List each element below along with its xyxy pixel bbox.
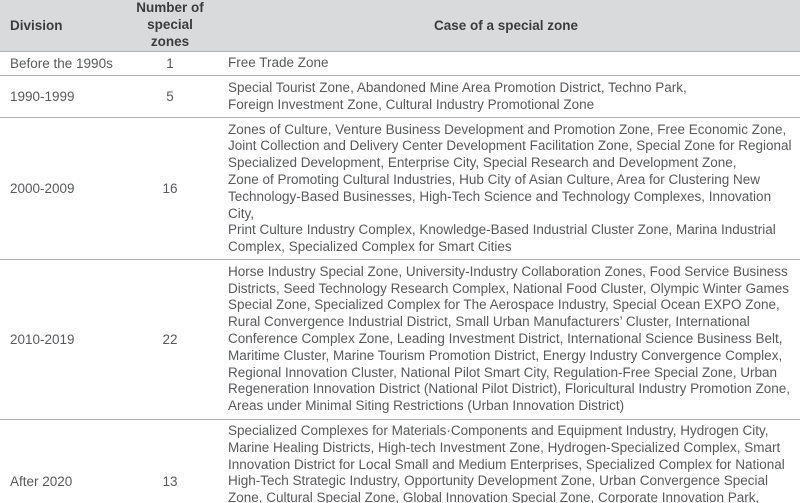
table-header: Division Number of special zones Case of… (0, 0, 800, 52)
table-row: 1990-1999 5 Special Tourist Zone, Abando… (0, 75, 800, 118)
division-cell: 2000-2009 (0, 117, 128, 260)
division-cell: Before the 1990s (0, 50, 128, 76)
column-header-division: Division (0, 0, 128, 52)
count-cell: 22 (128, 259, 212, 420)
cases-cell: Special Tourist Zone, Abandoned Mine Are… (212, 75, 800, 118)
cases-cell: Specialized Complexes for Materials·Comp… (212, 418, 800, 503)
count-cell: 16 (128, 117, 212, 260)
column-header-case-of-a-special-zone: Case of a special zone (212, 0, 800, 52)
division-cell: After 2020 (0, 418, 128, 503)
count-cell: 5 (128, 75, 212, 118)
cases-cell: Free Trade Zone (212, 50, 800, 76)
count-cell: 13 (128, 418, 212, 503)
header-row: Division Number of special zones Case of… (0, 0, 800, 52)
table-row: Before the 1990s 1 Free Trade Zone (0, 50, 800, 76)
table-row: 2000-2009 16 Zones of Culture, Venture B… (0, 117, 800, 260)
division-cell: 1990-1999 (0, 75, 128, 118)
cases-cell: Horse Industry Special Zone, University-… (212, 259, 800, 420)
division-cell: 2010-2019 (0, 259, 128, 420)
column-header-number-of-special-zones: Number of special zones (128, 0, 212, 52)
table-row: 2010-2019 22 Horse Industry Special Zone… (0, 259, 800, 420)
table-body: Before the 1990s 1 Free Trade Zone 1990-… (0, 50, 800, 503)
table-row: After 2020 13 Specialized Complexes for … (0, 418, 800, 503)
cases-cell: Zones of Culture, Venture Business Devel… (212, 117, 800, 260)
count-cell: 1 (128, 50, 212, 76)
